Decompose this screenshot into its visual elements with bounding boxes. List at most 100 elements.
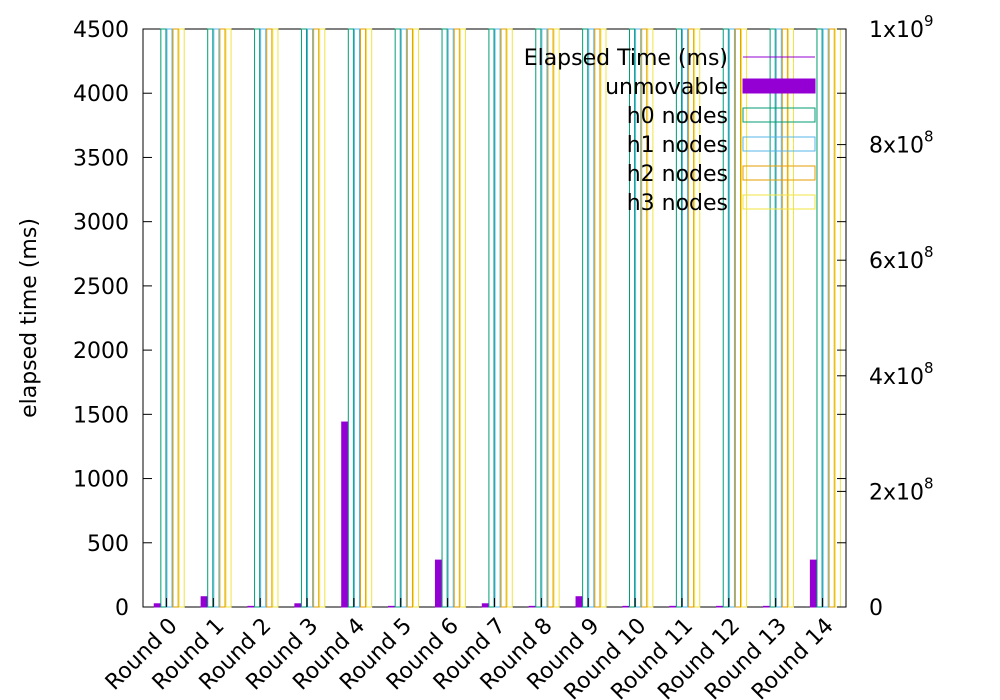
bar-h0-nodes-1 bbox=[207, 28, 214, 608]
bar-unmovable-10 bbox=[622, 605, 630, 608]
y-tick-label: 3000 bbox=[73, 211, 129, 236]
y2-tick-mantissa: 4x10 bbox=[869, 365, 924, 390]
bar-h0-nodes-2 bbox=[254, 28, 261, 608]
bar-h3-nodes-11 bbox=[694, 28, 701, 608]
bar-h3-nodes-5 bbox=[412, 28, 420, 608]
y-tick-label: 2000 bbox=[73, 339, 129, 364]
bar-h2-nodes-7 bbox=[500, 28, 507, 608]
bar-h1-nodes-2 bbox=[260, 28, 267, 608]
axes: 0 500 1000 1500 2000 2500 3000 3500 4000 4500 0 2x1… bbox=[17, 12, 934, 700]
bar-h2-nodes-1 bbox=[219, 28, 226, 608]
y2-tick-mantissa: 0 bbox=[869, 596, 883, 621]
bar-h2-nodes-2 bbox=[266, 28, 273, 608]
y2-tick-mantissa: 1x10 bbox=[869, 18, 924, 43]
bar-h3-nodes-13 bbox=[787, 28, 794, 608]
y-tick-label: 1500 bbox=[73, 403, 129, 428]
bar-h0-nodes-13 bbox=[769, 28, 776, 608]
bar-h1-nodes-14 bbox=[822, 28, 829, 608]
bar-h0-nodes-8 bbox=[535, 28, 542, 608]
bar-h0-nodes-14 bbox=[816, 28, 823, 608]
bar-h3-nodes-2 bbox=[272, 28, 279, 608]
bar-unmovable-11 bbox=[669, 605, 677, 608]
bar-h1-nodes-6 bbox=[447, 28, 454, 608]
bar-unmovable-14 bbox=[809, 559, 817, 608]
legend-swatch bbox=[742, 194, 816, 210]
bar-h0-nodes-9 bbox=[582, 28, 589, 608]
bar-h1-nodes-8 bbox=[541, 28, 548, 608]
bar-h0-nodes-12 bbox=[722, 28, 729, 608]
legend-label: h1 nodes bbox=[627, 133, 728, 158]
bar-h1-nodes-11 bbox=[681, 28, 689, 608]
bar-h1-nodes-3 bbox=[307, 28, 314, 608]
bar-h3-nodes-8 bbox=[553, 28, 560, 608]
bar-unmovable-13 bbox=[763, 605, 771, 608]
bar-unmovable-12 bbox=[716, 605, 724, 608]
legend-label: Elapsed Time (ms) bbox=[524, 46, 728, 71]
legend: Elapsed Time (ms) unmovable h0 nodes h1 nod… bbox=[524, 46, 816, 216]
y2-tick-label: 2x108 bbox=[869, 474, 934, 505]
bar-h0-nodes-4 bbox=[347, 28, 354, 608]
bar-h1-nodes-13 bbox=[775, 28, 782, 608]
bar-h2-nodes-3 bbox=[313, 28, 320, 608]
bar-h1-nodes-5 bbox=[400, 28, 407, 608]
bar-h2-nodes-11 bbox=[688, 28, 695, 608]
bar-h0-nodes-11 bbox=[675, 28, 682, 608]
bar-h1-nodes-1 bbox=[213, 28, 220, 608]
bar-unmovable-6 bbox=[434, 559, 443, 608]
legend-label: h3 nodes bbox=[627, 191, 728, 216]
y2-tick-mantissa: 2x10 bbox=[869, 480, 924, 505]
bar-unmovable-7 bbox=[481, 603, 489, 608]
y2-tick-mantissa: 8x10 bbox=[869, 134, 924, 159]
legend-swatch bbox=[742, 107, 816, 123]
bar-h2-nodes-5 bbox=[406, 28, 413, 608]
bar-h1-nodes-9 bbox=[588, 28, 595, 608]
bar-unmovable-3 bbox=[294, 603, 302, 608]
bars bbox=[150, 28, 841, 608]
bar-h3-nodes-7 bbox=[506, 28, 513, 608]
y2-tick-exponent: 8 bbox=[924, 474, 934, 492]
bar-h3-nodes-10 bbox=[647, 28, 654, 608]
bar-h2-nodes-0 bbox=[172, 28, 179, 608]
bar-h0-nodes-5 bbox=[394, 28, 401, 608]
legend-swatch bbox=[742, 78, 816, 94]
bar-h2-nodes-9 bbox=[594, 28, 601, 608]
bar-h0-nodes-7 bbox=[488, 28, 495, 608]
bar-h2-nodes-12 bbox=[734, 28, 742, 608]
bar-h2-nodes-8 bbox=[547, 28, 554, 608]
bar-h3-nodes-0 bbox=[178, 28, 185, 608]
bar-h2-nodes-6 bbox=[453, 28, 460, 608]
bar-h3-nodes-1 bbox=[225, 28, 232, 608]
bar-h3-nodes-4 bbox=[366, 28, 373, 608]
bar-h0-nodes-6 bbox=[441, 28, 448, 608]
bar-h3-nodes-9 bbox=[600, 28, 607, 608]
y-tick-label: 500 bbox=[87, 532, 129, 557]
y2-tick-mantissa: 6x10 bbox=[869, 249, 924, 274]
y2-tick-label: 6x108 bbox=[869, 243, 934, 274]
bar-h2-nodes-10 bbox=[641, 28, 648, 608]
y-tick-label: 3500 bbox=[73, 146, 129, 171]
bar-h0-nodes-0 bbox=[160, 28, 167, 608]
y2-tick-exponent: 8 bbox=[924, 128, 934, 146]
y2-tick-label: 8x108 bbox=[869, 128, 934, 159]
bar-unmovable-8 bbox=[528, 605, 536, 608]
bar-h2-nodes-13 bbox=[781, 28, 788, 608]
y2-tick-label: 4x108 bbox=[869, 359, 934, 390]
bar-h1-nodes-4 bbox=[353, 28, 360, 608]
legend-swatch bbox=[742, 165, 816, 181]
bar-h1-nodes-10 bbox=[635, 28, 642, 608]
bar-h3-nodes-3 bbox=[319, 28, 326, 608]
bar-h1-nodes-7 bbox=[494, 28, 501, 608]
bar-h1-nodes-12 bbox=[728, 28, 735, 608]
bar-h3-nodes-6 bbox=[459, 28, 466, 608]
y2-tick-label: 1x109 bbox=[869, 12, 934, 43]
legend-swatch bbox=[742, 136, 816, 152]
y2-tick-label: 0 bbox=[869, 596, 883, 621]
bar-unmovable-9 bbox=[575, 596, 583, 608]
bar-unmovable-5 bbox=[388, 605, 396, 608]
bar-unmovable-0 bbox=[153, 603, 161, 608]
bar-h0-nodes-3 bbox=[300, 28, 308, 608]
y-axis-label: elapsed time (ms) bbox=[17, 218, 42, 418]
y-tick-label: 4500 bbox=[73, 18, 129, 43]
